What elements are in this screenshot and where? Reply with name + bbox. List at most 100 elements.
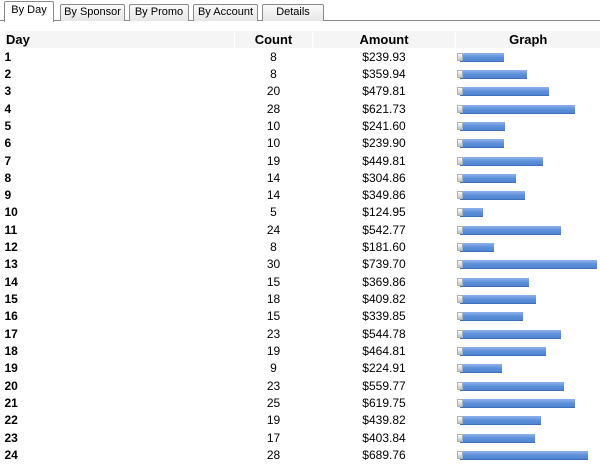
tab-by-day[interactable]: By Day [4,1,54,22]
amount-bar-wrap [456,258,600,270]
table-row: 19 9 $224.91 [5,360,600,377]
amount-bar-wrap [456,397,600,409]
bar-cap [456,450,463,459]
amount-bar-wrap [456,103,600,115]
table-header-row: Day Count Amount Graph [4,31,600,48]
graph-cell [456,83,600,100]
count-cell: 28 [266,447,281,462]
bar-cap [456,381,463,390]
day-cell: 21 [4,395,18,410]
table-row: 5 10 $241.60 [5,117,600,134]
amount-bar-wrap [456,328,600,340]
day-cell: 11 [4,222,18,237]
tab-details[interactable]: Details [262,4,324,21]
count-cell: 20 [266,84,281,99]
amount-cell: $181.60 [362,240,406,255]
bar-cap [456,364,463,373]
amount-cell: $124.95 [362,205,406,220]
bar-cap [456,277,463,286]
table-row: 4 28 $621.73 [5,100,600,117]
bar-cap [456,312,463,321]
count-cell: 15 [266,274,281,289]
amount-cell: $349.86 [362,188,406,203]
count-cell: 8 [270,66,277,81]
amount-bar-wrap [456,85,600,97]
amount-bar [459,121,505,131]
amount-cell: $559.77 [362,378,406,393]
count-cell: 8 [270,240,277,255]
day-cell: 23 [4,430,18,445]
count-cell: 18 [266,292,281,307]
amount-bar-wrap [456,380,600,392]
day-cell: 5 [4,118,12,133]
amount-cell: $464.81 [362,343,406,358]
amount-bar [459,312,523,322]
graph-cell [456,187,600,204]
day-cell: 2 [4,66,12,81]
table-body: 1 8 $239.93 2 8 $359.94 3 20 $479.81 4 28 $621.73 5 1… [5,48,600,464]
amount-bar-wrap [456,345,600,357]
tab-by-promo[interactable]: By Promo [129,4,189,21]
amount-bar-wrap [456,432,600,444]
day-cell: 9 [4,188,12,203]
bar-cap [456,346,463,355]
amount-bar [459,69,527,79]
graph-cell [456,412,600,429]
amount-bar-wrap [456,137,600,149]
table-row: 24 28 $689.76 [5,446,600,463]
graph-cell [456,308,600,325]
count-cell: 10 [266,118,281,133]
amount-bar-wrap [456,68,600,80]
daily-report-table: Day Count Amount Graph 1 8 $239.93 2 8 $359.9… [4,31,600,464]
count-cell: 25 [266,395,281,410]
graph-cell [456,152,600,169]
graph-cell [456,117,600,134]
table-row: 10 5 $124.95 [5,204,600,221]
graph-cell [456,135,600,152]
amount-bar [459,329,561,339]
graph-cell [456,238,600,255]
bar-cap [456,69,463,78]
day-cell: 14 [4,274,18,289]
amount-cell: $339.85 [362,309,406,324]
table-row: 3 20 $479.81 [5,83,600,100]
amount-cell: $369.86 [362,274,406,289]
amount-bar-wrap [456,155,600,167]
day-cell: 15 [4,292,18,307]
day-cell: 18 [4,343,18,358]
graph-cell [456,429,600,446]
amount-bar [459,381,564,391]
amount-cell: $621.73 [362,101,406,116]
table-row: 1 8 $239.93 [5,48,600,65]
table-row: 2 8 $359.94 [5,65,600,82]
count-cell: 14 [266,170,281,185]
graph-cell [456,204,600,221]
column-header-count: Count [234,31,313,48]
tab-by-account[interactable]: By Account [193,4,258,21]
tab-by-sponsor[interactable]: By Sponsor [60,4,125,21]
amount-cell: $409.82 [362,292,406,307]
count-cell: 23 [266,326,281,341]
amount-bar [459,433,535,443]
count-cell: 17 [266,430,281,445]
amount-bar-wrap [456,310,600,322]
graph-cell [456,65,600,82]
amount-bar [459,260,597,270]
count-cell: 9 [270,361,277,376]
table-row: 18 19 $464.81 [5,342,600,359]
amount-bar [459,173,516,183]
graph-cell [456,377,600,394]
graph-cell [456,394,600,411]
amount-bar-wrap [456,414,600,426]
graph-cell [456,100,600,117]
graph-cell [456,446,600,463]
day-cell: 4 [4,101,12,116]
count-cell: 19 [266,153,281,168]
amount-bar [459,277,529,287]
amount-cell: $544.78 [362,326,406,341]
day-cell: 13 [4,257,18,272]
day-cell: 20 [4,378,18,393]
count-cell: 10 [266,136,281,151]
bar-cap [456,208,463,217]
table-row: 20 23 $559.77 [5,377,600,394]
